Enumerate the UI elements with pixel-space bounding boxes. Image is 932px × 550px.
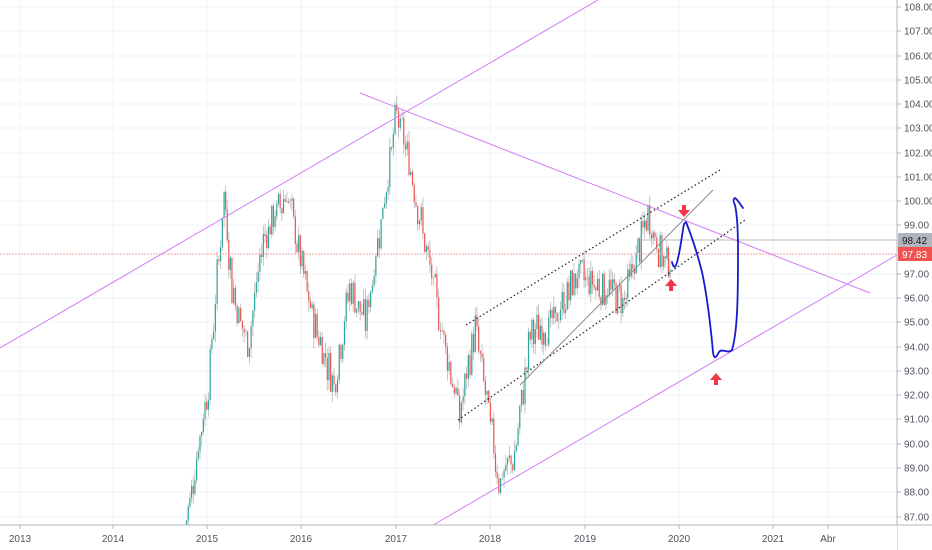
time-tick-label: 2016 [290,534,313,545]
time-tick-label: 2013 [9,534,32,545]
high-price-label: 98.42 [902,236,927,247]
price-tick-label: 87.00 [904,513,929,524]
price-tick-label: 104.00 [904,100,932,111]
time-tick-label: Abr [820,534,836,545]
last-price-badge: 97.83 [898,247,932,261]
price-tick-label: 97.00 [904,270,929,281]
price-tick-label: 103.00 [904,124,932,135]
arrow-up-icon [710,373,722,385]
price-tick-label: 91.00 [904,415,929,426]
price-tick-label: 96.00 [904,294,929,305]
last-price-label: 97.83 [902,250,927,261]
price-tick-label: 89.00 [904,464,929,475]
arrow-up-icon [665,279,677,291]
time-tick-label: 2014 [102,534,125,545]
time-tick-label: 2019 [574,534,597,545]
price-tick-label: 95.00 [904,318,929,329]
forecast-path[interactable] [671,197,744,359]
price-tick-label: 108.00 [904,3,932,14]
price-axis[interactable]: 108.00 107.00 106.00 105.00 104.00 103.00 102.… [897,3,932,524]
price-tick-label: 93.00 [904,367,929,378]
drawings [0,0,898,529]
time-tick-label: 2021 [762,534,785,545]
price-tick-label: 106.00 [904,52,932,63]
price-candles [184,96,671,539]
channel-upper-dotted[interactable] [465,169,721,326]
price-tick-label: 94.00 [904,343,929,354]
time-tick-label: 2015 [196,534,219,545]
trendline-lower-support[interactable] [427,254,898,529]
time-tick-label: 2018 [479,534,502,545]
channel-midline[interactable] [519,189,714,386]
price-tick-label: 92.00 [904,391,929,402]
price-tick-label: 99.00 [904,221,929,232]
price-tick-label: 100.00 [904,197,932,208]
price-tick-label: 105.00 [904,76,932,87]
price-tick-label: 101.00 [904,173,932,184]
time-axis-bg [0,525,897,550]
price-tick-label: 88.00 [904,488,929,499]
trendline-descending[interactable] [359,92,871,294]
high-price-badge: 98.42 [898,233,932,247]
price-tick-label: 102.00 [904,149,932,160]
price-tick-label: 90.00 [904,440,929,451]
price-tick-label: 107.00 [904,27,932,38]
time-tick-label: 2017 [385,534,408,545]
time-tick-label: 2020 [668,534,691,545]
grid-lines [0,0,897,525]
time-axis[interactable]: 2013 2014 2015 2016 2017 2018 2019 2020 2021 Abr [9,525,837,545]
arrow-down-icon [678,205,690,217]
trendline-upper-rising[interactable] [0,0,599,349]
price-axis-bg [897,0,932,550]
